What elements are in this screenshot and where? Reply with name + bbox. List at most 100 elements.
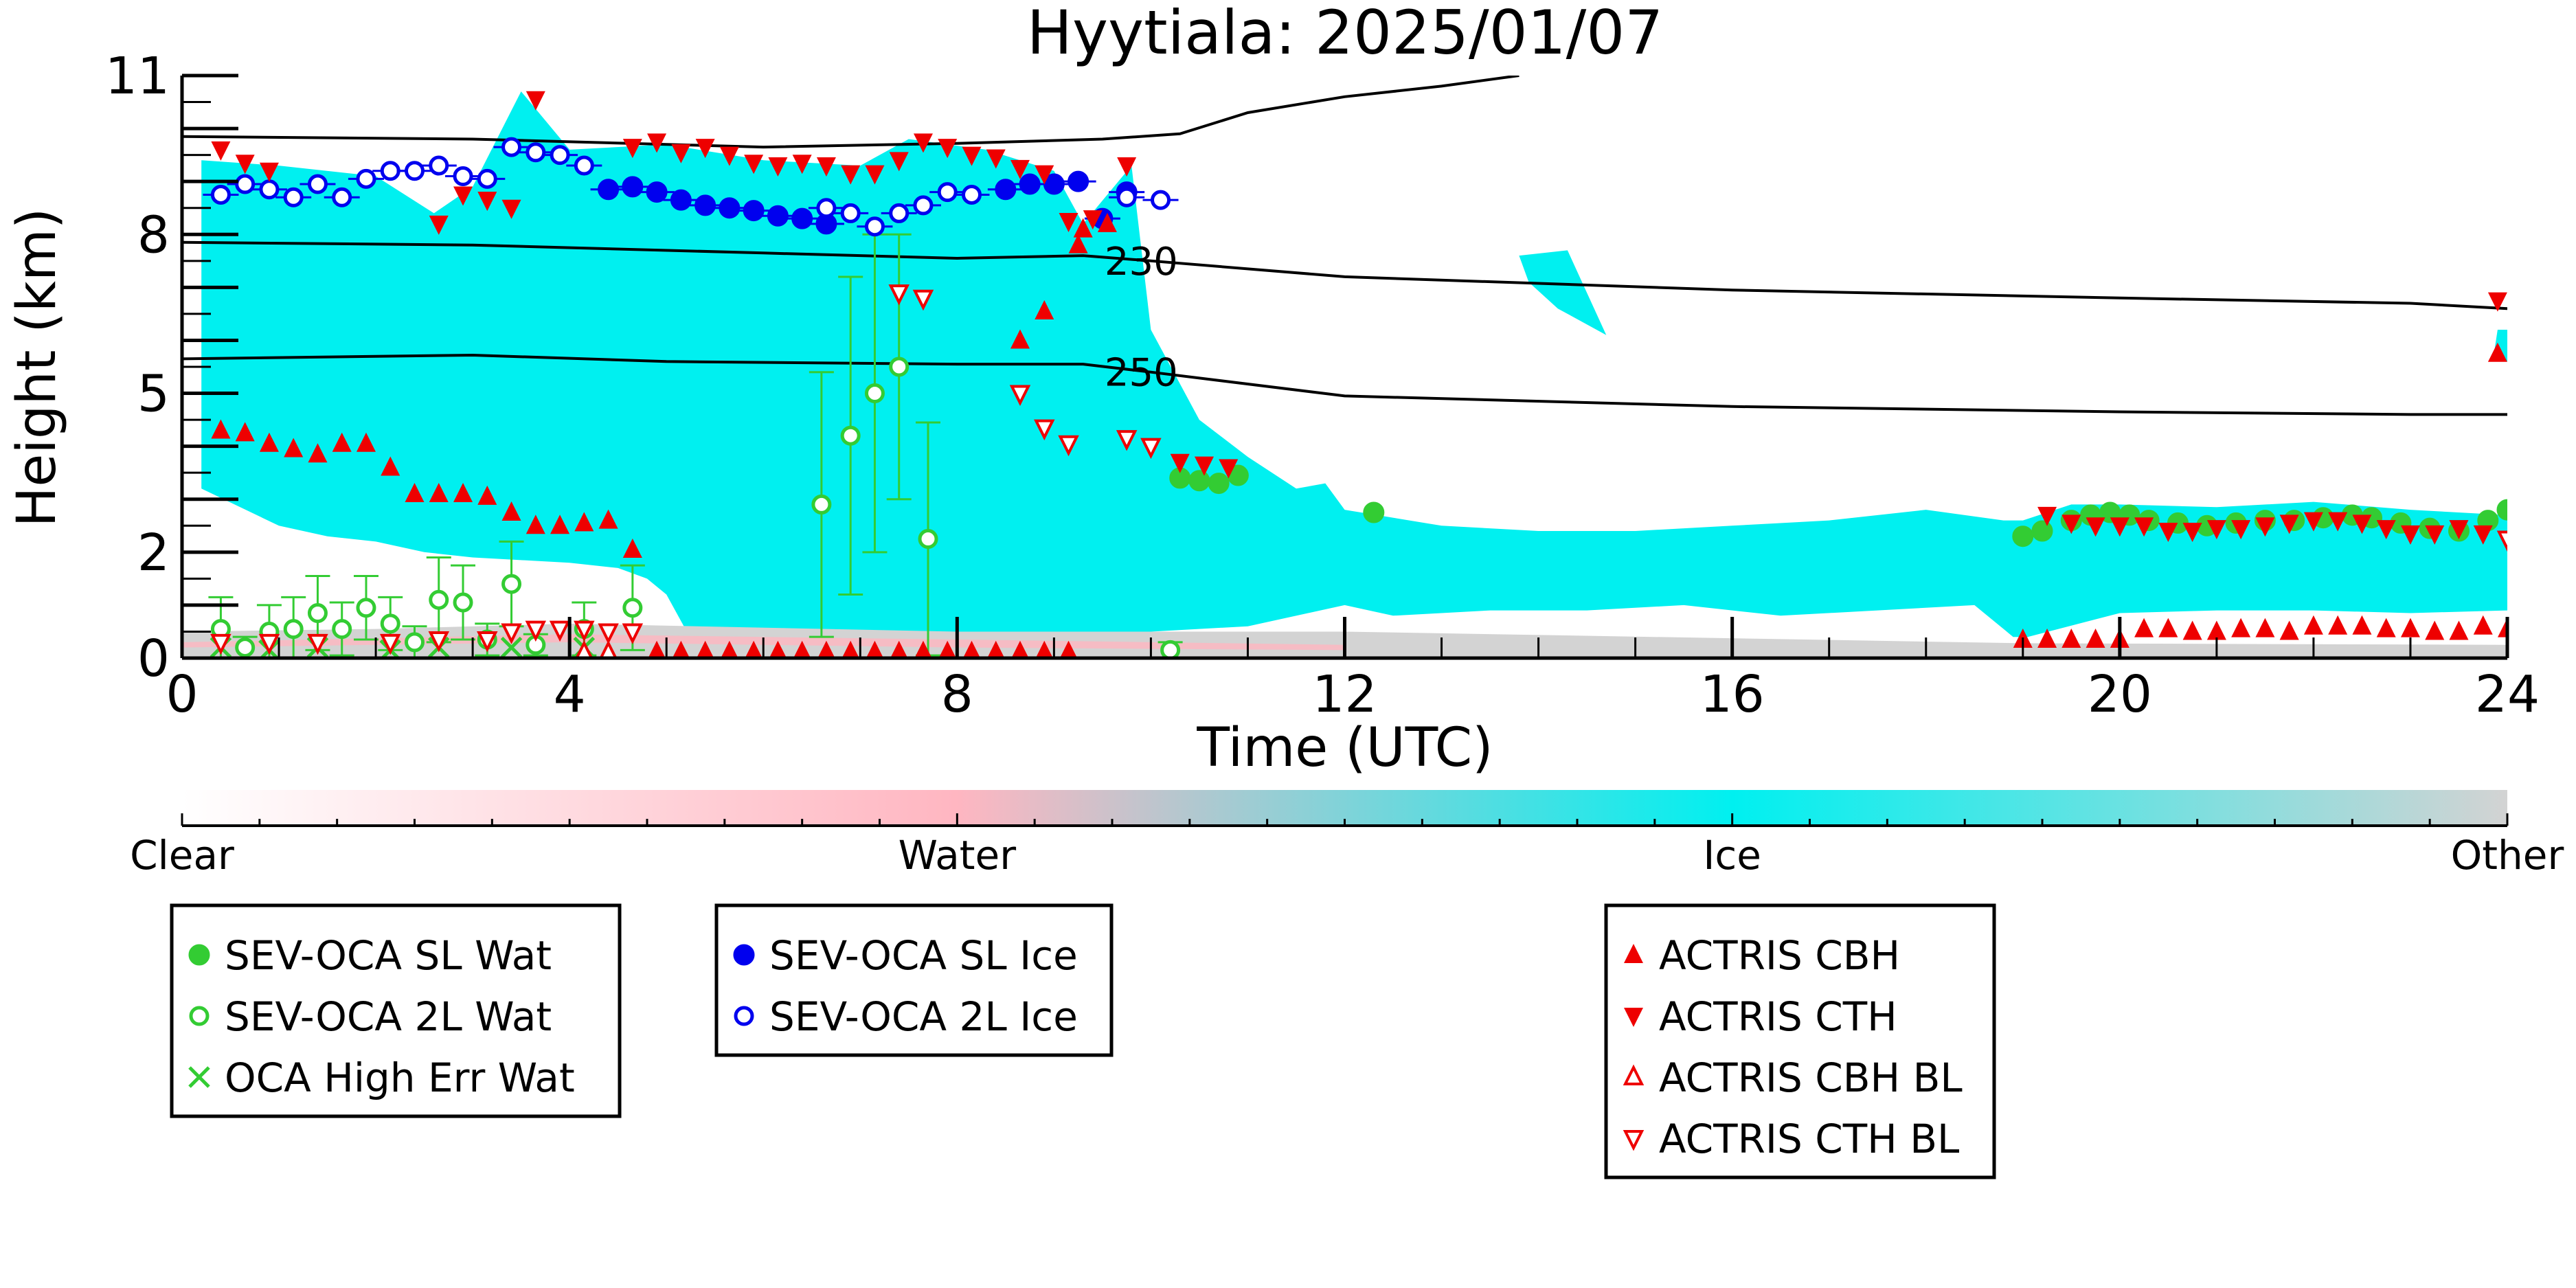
- data-point: [841, 640, 859, 658]
- legend-frame: [170, 903, 622, 1118]
- y-axis-label: Height (km): [6, 208, 68, 528]
- legend-label: ACTRIS CTH BL: [1659, 1116, 1959, 1162]
- legend-marker: [1623, 1064, 1645, 1085]
- data-point: [986, 149, 1006, 169]
- axes: 0 2 5 8 11 0 4 8 12 16 20 24: [105, 47, 2540, 724]
- data-point: [2037, 506, 2057, 526]
- data-point: [864, 216, 885, 237]
- legend-box: ACTRIS CBH ACTRIS CTH ACTRIS CBH BL ACTRIS …: [1604, 903, 1996, 1179]
- legend-label: SEV-OCA SL Ice: [769, 932, 1078, 979]
- data-point: [2496, 530, 2507, 552]
- series-sev-oca-2l-ice: [203, 137, 1179, 237]
- data-point: [695, 139, 715, 159]
- data-point: [356, 598, 376, 618]
- data-point: [938, 640, 956, 658]
- data-point: [1010, 159, 1030, 179]
- data-point: [1194, 456, 1214, 476]
- data-point: [381, 456, 400, 476]
- y-tick-label: 0: [137, 629, 170, 688]
- data-point: [768, 157, 788, 177]
- data-point: [1059, 213, 1078, 232]
- data-point: [2376, 618, 2396, 637]
- data-point: [1117, 157, 1137, 177]
- data-point: [283, 187, 304, 207]
- data-point: [2498, 618, 2507, 637]
- data-point: [622, 139, 642, 159]
- data-point: [2206, 620, 2226, 640]
- data-point: [1219, 459, 1239, 479]
- data-point: [2487, 342, 2507, 362]
- data-point: [1058, 435, 1079, 457]
- data-point: [961, 184, 982, 205]
- contour-line: [182, 76, 1519, 149]
- data-point: [598, 623, 619, 644]
- legend-marker: [733, 944, 755, 966]
- data-point: [526, 91, 545, 111]
- data-point: [453, 592, 473, 613]
- data-point: [501, 623, 522, 644]
- x-tick-label: 12: [1312, 665, 1377, 724]
- x-tick-label: 0: [166, 665, 198, 724]
- data-point: [866, 640, 884, 658]
- data-point: [1188, 470, 1210, 492]
- contour-label: 230: [1105, 240, 1178, 284]
- data-point: [284, 438, 304, 457]
- x-tick-label: 4: [554, 665, 586, 724]
- data-point: [840, 203, 861, 223]
- data-point: [405, 161, 425, 181]
- data-point: [501, 199, 521, 219]
- data-point: [549, 620, 571, 642]
- data-point: [1068, 234, 1088, 253]
- data-point: [1363, 501, 1385, 523]
- data-point: [259, 432, 279, 452]
- data-point: [1140, 438, 1162, 460]
- data-point: [865, 165, 885, 185]
- data-point: [1160, 640, 1181, 658]
- data-point: [889, 357, 909, 377]
- y-tick-label: 5: [137, 365, 170, 424]
- legends: SEV-OCA SL Wat SEV-OCA 2L Wat OCA High Err…: [170, 903, 1996, 1179]
- data-point: [259, 179, 280, 200]
- data-point: [864, 383, 885, 404]
- data-point: [307, 602, 328, 623]
- data-point: [937, 182, 958, 203]
- data-point: [816, 157, 836, 177]
- data-point: [671, 144, 691, 163]
- legend-frame: [1604, 903, 1996, 1179]
- data-point: [308, 443, 328, 463]
- legend-marker: [734, 1006, 754, 1026]
- data-point: [811, 494, 832, 515]
- legend-box: SEV-OCA SL Ice SEV-OCA 2L Ice: [714, 903, 1114, 1057]
- y-tick-label: 11: [105, 47, 170, 106]
- data-point: [2425, 620, 2445, 640]
- data-point: [841, 165, 861, 185]
- data-point: [453, 483, 473, 503]
- data-point: [2255, 618, 2275, 637]
- data-point: [1035, 165, 1054, 185]
- data-point: [912, 289, 934, 311]
- data-point: [574, 620, 595, 642]
- data-point: [307, 633, 328, 655]
- data-point: [235, 637, 256, 658]
- data-point: [1151, 190, 1171, 210]
- data-point: [1035, 300, 1054, 320]
- data-point: [477, 485, 497, 505]
- data-point: [332, 619, 352, 640]
- data-point: [696, 640, 714, 658]
- data-point: [2206, 520, 2226, 540]
- data-point: [745, 640, 762, 658]
- data-point: [356, 432, 376, 452]
- data-point: [2496, 499, 2507, 521]
- data-point: [622, 538, 642, 558]
- series-actris-cbh: [211, 212, 2507, 658]
- data-point: [574, 512, 594, 532]
- data-point: [500, 636, 523, 658]
- data-point: [719, 146, 739, 166]
- data-point: [429, 589, 449, 610]
- x-tick-label: 8: [941, 665, 973, 724]
- data-point: [526, 515, 545, 534]
- data-point: [307, 174, 328, 194]
- data-point: [429, 215, 449, 235]
- data-point: [2110, 517, 2129, 537]
